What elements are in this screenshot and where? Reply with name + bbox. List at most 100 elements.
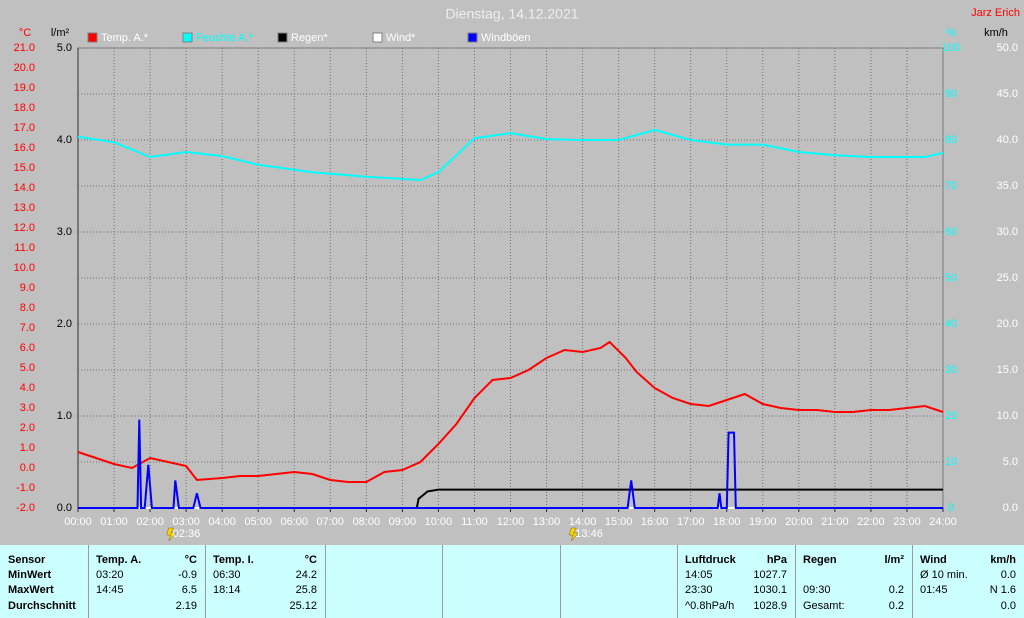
- y3-tick-label: 10: [945, 456, 957, 468]
- legend-label: Wind*: [386, 32, 416, 44]
- y4-tick-label: 15.0: [997, 364, 1018, 376]
- cell-label: 03:20: [96, 569, 124, 581]
- y2-tick-label: 3.0: [57, 226, 72, 238]
- x-tick-label: 14:00: [569, 516, 597, 528]
- column-divider: [677, 545, 678, 618]
- group-unit: °C: [184, 554, 197, 566]
- y4-tick-label: 45.0: [997, 88, 1018, 100]
- annotation-label: 02:36: [173, 528, 201, 540]
- column-divider: [325, 545, 326, 618]
- group-name: Luftdruck: [685, 554, 736, 566]
- y4-tick-label: 10.0: [997, 410, 1018, 422]
- cell-label: 14:05: [685, 569, 713, 581]
- x-tick-label: 19:00: [749, 516, 777, 528]
- y3-tick-label: 60: [945, 226, 957, 238]
- y3-tick-label: 80: [945, 134, 957, 146]
- y-tick-label: 0.0: [20, 462, 35, 474]
- x-tick-label: 06:00: [280, 516, 308, 528]
- y4-tick-label: 0.0: [1003, 502, 1018, 514]
- y-tick-label: 1.0: [20, 442, 35, 454]
- y2-tick-label: 2.0: [57, 318, 72, 330]
- y3-tick-label: 90: [945, 88, 957, 100]
- y2-tick-label: 1.0: [57, 410, 72, 422]
- y4-tick-label: 50.0: [997, 42, 1018, 54]
- group-unit: l/m²: [884, 554, 904, 566]
- cell-label: 23:30: [685, 584, 713, 596]
- legend-swatch: [277, 32, 288, 43]
- y-tick-label: 18.0: [14, 102, 35, 114]
- summary-table: Sensor MinWert MaxWert Durchschnitt Temp. A.…: [0, 545, 1024, 618]
- y3-tick-label: 50: [945, 272, 957, 284]
- y-tick-label: 10.0: [14, 262, 35, 274]
- cell-label: 18:14: [213, 584, 241, 596]
- y-tick-label: 6.0: [20, 342, 35, 354]
- cell-value: -0.9: [178, 569, 197, 581]
- cell-value: 2.19: [175, 600, 197, 612]
- x-tick-label: 20:00: [785, 516, 813, 528]
- y4-tick-label: 30.0: [997, 226, 1018, 238]
- x-tick-label: 00:00: [64, 516, 92, 528]
- x-tick-label: 16:00: [641, 516, 669, 528]
- y4-tick-label: 25.0: [997, 272, 1018, 284]
- y2-tick-label: 5.0: [57, 42, 72, 54]
- y-tick-label: 17.0: [14, 122, 35, 134]
- y-tick-label: 11.0: [14, 242, 35, 254]
- cell-value: 0.2: [888, 600, 904, 612]
- y-tick-label: -1.0: [16, 482, 35, 494]
- y4-tick-label: 5.0: [1003, 456, 1018, 468]
- y3-unit: %: [946, 27, 956, 39]
- y4-tick-label: 35.0: [997, 180, 1018, 192]
- series-line: [78, 419, 943, 509]
- cell-value: 25.8: [295, 584, 317, 596]
- x-tick-label: 10:00: [425, 516, 453, 528]
- cell-label: 14:45: [96, 584, 124, 596]
- y3-tick-label: 100: [942, 42, 960, 54]
- x-tick-label: 02:00: [136, 516, 164, 528]
- y-tick-label: 4.0: [20, 382, 35, 394]
- cell-value: 0.0: [1000, 600, 1016, 612]
- column-divider: [442, 545, 443, 618]
- x-tick-label: 09:00: [389, 516, 417, 528]
- cell-label: ^0.8hPa/h: [685, 600, 735, 612]
- series-line: [77, 128, 944, 182]
- column-divider: [912, 545, 913, 618]
- legend-swatch: [182, 32, 193, 43]
- group-name: Temp. A.: [96, 554, 142, 566]
- y2-unit: l/m²: [51, 27, 70, 39]
- column-divider: [560, 545, 561, 618]
- cell-value: 25.12: [289, 600, 317, 612]
- x-tick-label: 08:00: [353, 516, 381, 528]
- x-tick-label: 15:00: [605, 516, 633, 528]
- series-line: [77, 340, 944, 483]
- y-tick-label: 21.0: [14, 42, 35, 54]
- cell-value: 6.5: [181, 584, 197, 596]
- legend-label: Feuchte A.*: [196, 32, 254, 44]
- column-divider: [795, 545, 796, 618]
- author: Jarz Erich: [971, 7, 1020, 19]
- x-tick-label: 17:00: [677, 516, 705, 528]
- legend-label: Temp. A.*: [101, 32, 149, 44]
- y-tick-label: 15.0: [14, 162, 35, 174]
- group-name: Wind: [920, 554, 947, 566]
- group-name: Regen: [803, 554, 837, 566]
- y2-tick-label: 0.0: [57, 502, 72, 514]
- row-label: MaxWert: [8, 584, 54, 596]
- column-divider: [205, 545, 206, 618]
- cell-value: 1028.9: [753, 600, 787, 612]
- y-tick-label: 19.0: [14, 82, 35, 94]
- row-label: MinWert: [8, 569, 52, 581]
- y3-tick-label: 0: [948, 502, 954, 514]
- y3-tick-label: 30: [945, 364, 957, 376]
- y4-tick-label: 20.0: [997, 318, 1018, 330]
- y-tick-label: 5.0: [20, 362, 35, 374]
- x-tick-label: 21:00: [821, 516, 849, 528]
- x-tick-label: 24:00: [929, 516, 957, 528]
- y-tick-label: 3.0: [20, 402, 35, 414]
- legend-swatch: [87, 32, 98, 43]
- legend-label: Regen*: [291, 32, 328, 44]
- cell-value: 0.2: [888, 584, 904, 596]
- annotation-label: 13:46: [575, 528, 603, 540]
- cell-label: Gesamt:: [803, 600, 845, 612]
- x-tick-label: 23:00: [893, 516, 921, 528]
